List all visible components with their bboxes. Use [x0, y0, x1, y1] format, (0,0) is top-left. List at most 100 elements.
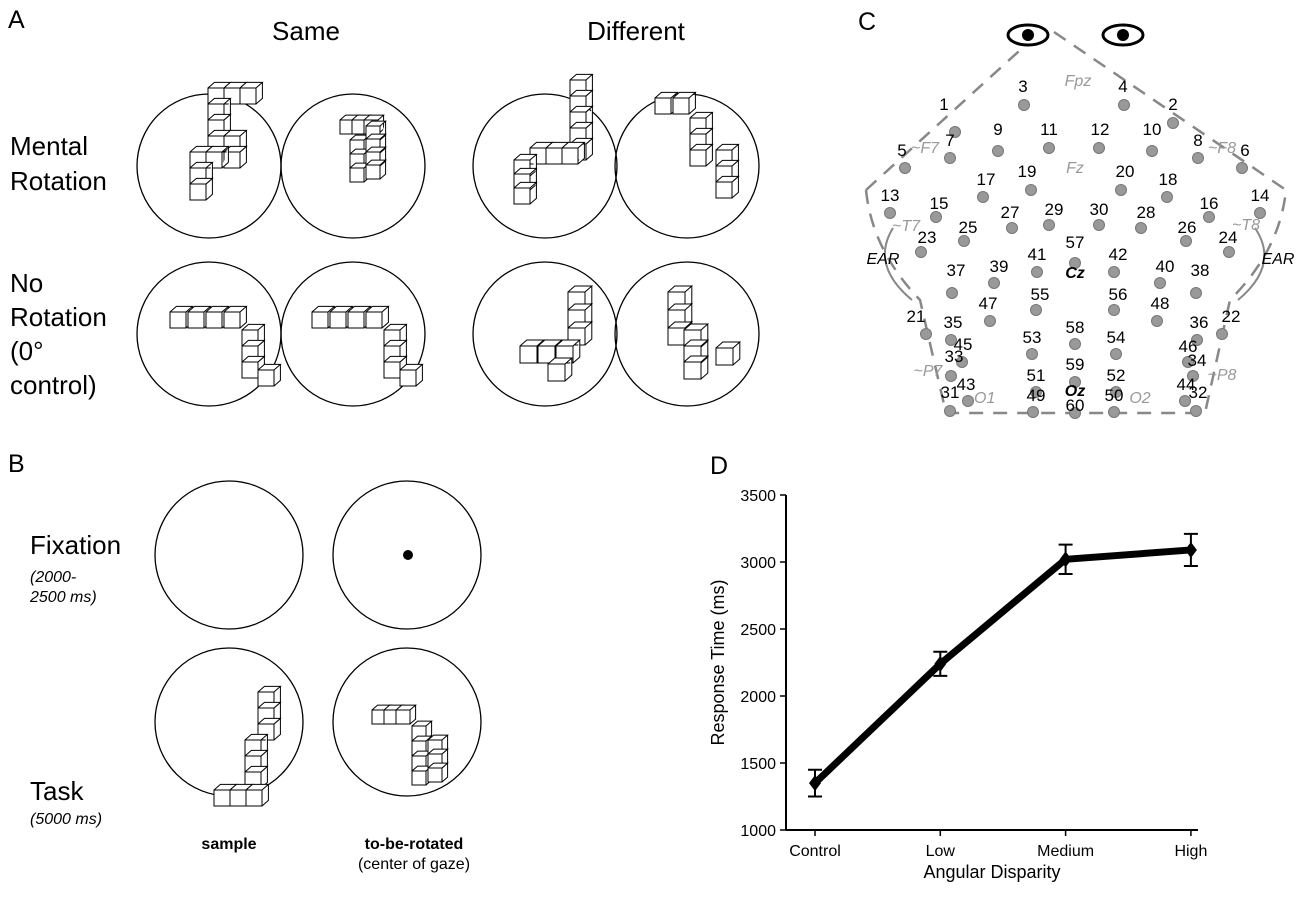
- electrode-label: 12: [1091, 120, 1110, 139]
- y-tick-label: 3000: [740, 555, 776, 572]
- electrode: [1191, 288, 1202, 299]
- electrode-label: 19: [1018, 162, 1037, 181]
- cube: [366, 306, 388, 328]
- electrode-label: 30: [1090, 200, 1109, 219]
- marker-label: Cz: [1065, 265, 1085, 282]
- electrode-label: 25: [959, 218, 978, 237]
- electrode-label: 7: [945, 131, 954, 150]
- electrode: [1193, 153, 1204, 164]
- electrode-label: 15: [930, 194, 949, 213]
- y-tick-label: 1500: [740, 756, 776, 773]
- y-tick-label: 3500: [740, 488, 776, 505]
- electrode-label: 5: [897, 141, 906, 160]
- electrode-label: 3: [1018, 77, 1027, 96]
- electrode: [1094, 143, 1105, 154]
- site-label: ~P8: [1208, 367, 1237, 384]
- electrode: [1109, 407, 1120, 418]
- electrode-label: 31: [941, 383, 960, 402]
- electrode-label: 50: [1105, 386, 1124, 405]
- electrode-label: 4: [1118, 77, 1127, 96]
- electrode: [1111, 349, 1122, 360]
- electrode-label: 16: [1200, 194, 1219, 213]
- x-axis-label: Angular Disparity: [923, 862, 1060, 882]
- site-label: O2: [1129, 390, 1150, 407]
- panel-label: D: [710, 452, 728, 480]
- electrode: [1070, 339, 1081, 350]
- cube: [716, 176, 738, 198]
- x-tick-label: Control: [789, 843, 841, 860]
- panel-label: C: [858, 8, 876, 36]
- electrode: [1204, 212, 1215, 223]
- column-header: Same: [272, 16, 340, 46]
- electrode-label: 22: [1222, 307, 1241, 326]
- electrode: [1109, 267, 1120, 278]
- row-label: Rotation: [10, 166, 107, 196]
- electrode-label: 24: [1219, 228, 1238, 247]
- marker-label: Oz: [1065, 383, 1085, 400]
- marker-label: EAR: [867, 251, 900, 268]
- x-tick-label: Medium: [1037, 843, 1094, 860]
- electrode-label: 32: [1189, 383, 1208, 402]
- cube: [428, 763, 448, 782]
- site-label: ~P7: [914, 363, 944, 380]
- electrode: [985, 316, 996, 327]
- caption: sample: [201, 836, 256, 853]
- electrode-label: 1: [939, 95, 948, 114]
- caption: to-be-rotated: [365, 836, 464, 853]
- row-note: 2500 ms): [29, 589, 97, 606]
- electrode: [1044, 220, 1055, 231]
- electrode: [1168, 118, 1179, 129]
- cube: [190, 178, 212, 200]
- row-note: (2000-: [30, 569, 76, 586]
- cube: [514, 182, 536, 204]
- row-label: Mental: [10, 131, 88, 161]
- cube: [240, 82, 262, 104]
- electrode-label: 56: [1109, 285, 1128, 304]
- electrode-label: 13: [881, 186, 900, 205]
- electrode: [1031, 305, 1042, 316]
- y-tick-label: 1000: [740, 823, 776, 840]
- electrode: [945, 153, 956, 164]
- electrode-label: 49: [1027, 386, 1046, 405]
- electrode: [1044, 143, 1055, 154]
- electrode-label: 48: [1151, 294, 1170, 313]
- cube: [716, 342, 740, 365]
- electrode-label: 27: [1001, 203, 1020, 222]
- x-tick-label: Low: [926, 843, 956, 860]
- electrode-label: 54: [1107, 328, 1126, 347]
- y-axis-label: Response Time (ms): [708, 579, 728, 745]
- electrode: [1237, 163, 1248, 174]
- electrode-label: 6: [1240, 141, 1249, 160]
- electrode: [1191, 406, 1202, 417]
- electrode-label: 11: [1040, 120, 1058, 139]
- y-tick-label: 2000: [740, 689, 776, 706]
- electrode: [1217, 329, 1228, 340]
- electrode-label: 35: [944, 313, 963, 332]
- electrode-label: 18: [1159, 170, 1178, 189]
- row-label: (0°: [10, 336, 44, 366]
- electrode: [993, 146, 1004, 157]
- electrode-label: 47: [979, 294, 998, 313]
- point: [1185, 542, 1197, 558]
- electrode: [1136, 223, 1147, 234]
- panel-label: A: [8, 6, 25, 34]
- cube-figures: [170, 74, 740, 806]
- electrode: [931, 212, 942, 223]
- electrode-label: 23: [918, 228, 937, 247]
- row-label: Fixation: [30, 530, 121, 560]
- electrode: [921, 329, 932, 340]
- electrode-label: 51: [1027, 366, 1046, 385]
- electrode-label: 39: [990, 257, 1009, 276]
- cube: [396, 705, 416, 724]
- electrode: [900, 163, 911, 174]
- cube: [246, 784, 268, 806]
- electrode-label: 29: [1045, 200, 1064, 219]
- cube: [366, 160, 386, 179]
- electrode: [945, 406, 956, 417]
- figure: Fpz~F7~F8Fz~T7~T8~P7~P8~O1O2123457911121…: [0, 0, 1304, 904]
- row-label: control): [10, 370, 97, 400]
- row-note: (5000 ms): [30, 811, 102, 828]
- electrode-label: 40: [1156, 257, 1175, 276]
